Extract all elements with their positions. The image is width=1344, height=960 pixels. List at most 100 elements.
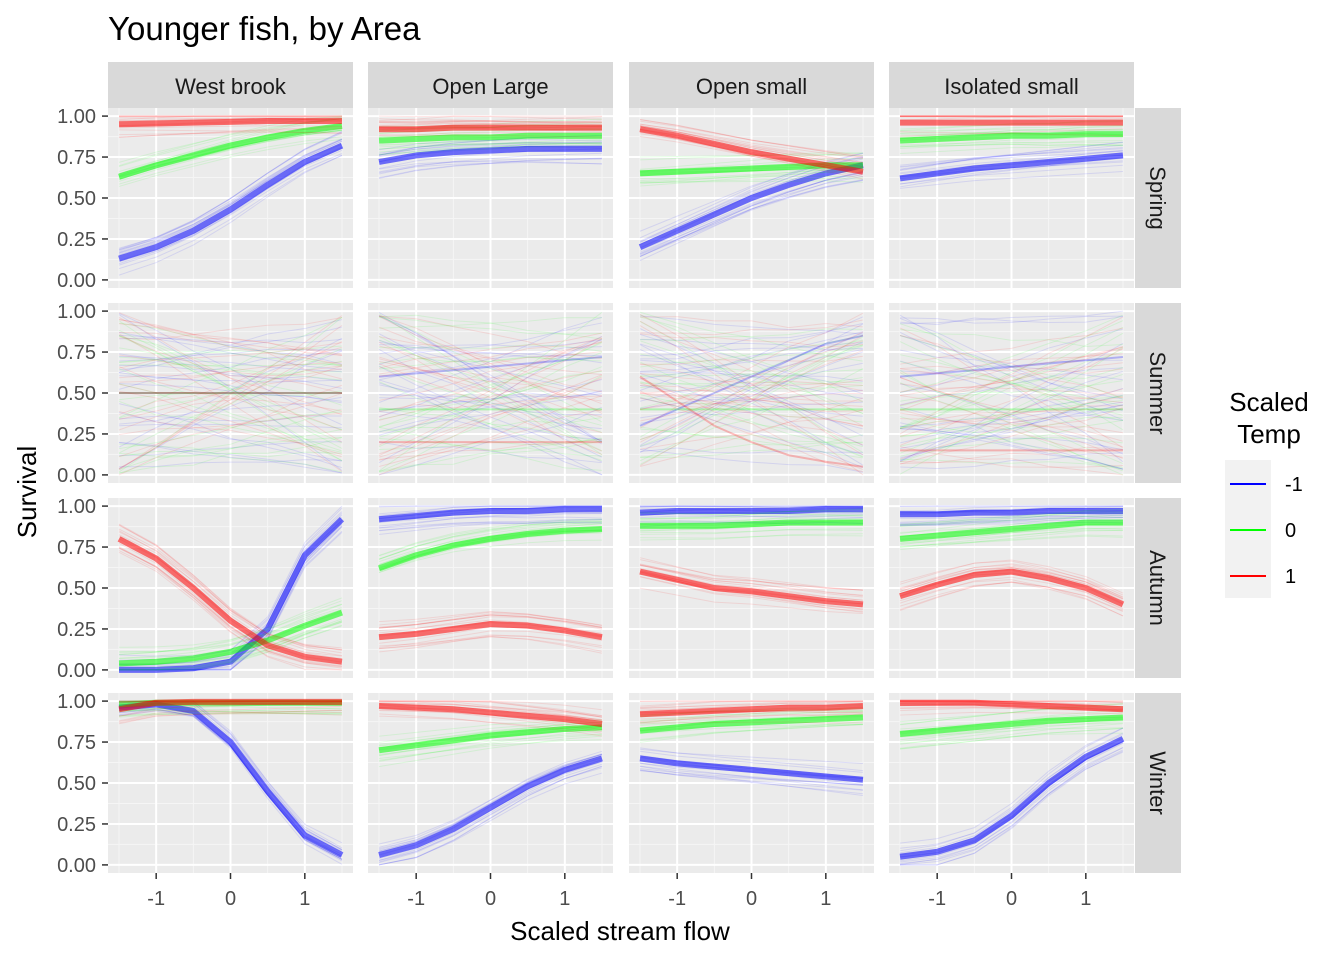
row-strip: Summer (1135, 303, 1181, 483)
posterior-line (639, 339, 864, 409)
facet-panel (629, 108, 874, 288)
posterior-line (378, 765, 603, 866)
posterior-line (900, 131, 1123, 137)
posterior-line (379, 115, 602, 120)
posterior-line (378, 722, 602, 746)
posterior-line (639, 373, 864, 455)
series-band (118, 700, 344, 865)
posterior-line (119, 364, 343, 382)
posterior-line (899, 359, 1123, 374)
posterior-line (378, 519, 602, 535)
posterior-line (119, 355, 343, 373)
posterior-line (378, 326, 603, 393)
posterior-line (640, 528, 863, 535)
posterior-line (118, 707, 342, 717)
posterior-line (118, 412, 343, 436)
posterior-line (900, 750, 1124, 866)
posterior-line (118, 132, 343, 250)
posterior-line (899, 376, 1124, 442)
posterior-line (118, 531, 343, 649)
posterior-line (639, 320, 864, 427)
posterior-line (118, 333, 343, 472)
posterior-line (899, 563, 1124, 596)
posterior-line (378, 635, 603, 653)
posterior-line (119, 348, 342, 362)
posterior-line (900, 348, 1124, 374)
posterior-line (899, 508, 1123, 535)
posterior-line (119, 603, 343, 648)
posterior-line (378, 339, 603, 427)
posterior-line (899, 581, 1124, 613)
posterior-line (378, 315, 603, 443)
series-band (118, 115, 342, 138)
posterior-line (899, 394, 1124, 462)
posterior-line (639, 168, 863, 185)
posterior-line (378, 395, 602, 413)
posterior-line (378, 417, 603, 432)
posterior-line (119, 363, 342, 374)
posterior-line (639, 389, 864, 409)
posterior-line (118, 154, 343, 270)
posterior-line (899, 560, 1124, 598)
posterior-line (118, 130, 343, 252)
posterior-line (118, 443, 343, 473)
posterior-line (899, 136, 1123, 148)
posterior-line (118, 334, 343, 444)
column-strip-label: Open small (696, 74, 807, 99)
series-line (378, 355, 603, 378)
y-tick-label: 0.25 (57, 814, 96, 836)
posterior-line (378, 438, 603, 460)
posterior-line (378, 735, 603, 768)
posterior-line (118, 403, 343, 469)
posterior-line (639, 171, 864, 254)
posterior-line (378, 720, 602, 743)
x-tick-label: 0 (746, 888, 757, 910)
posterior-line (899, 362, 1124, 397)
posterior-line (900, 513, 1123, 524)
posterior-line (899, 146, 1124, 168)
series-band (639, 311, 864, 465)
posterior-line (900, 446, 1124, 465)
posterior-line (378, 338, 603, 375)
posterior-line (378, 340, 603, 418)
x-tick-label: 0 (225, 888, 236, 910)
posterior-line (118, 314, 343, 471)
posterior-line (899, 534, 1123, 547)
posterior-line (639, 123, 864, 163)
posterior-line (640, 721, 863, 724)
posterior-line (899, 346, 1124, 475)
y-tick-label: 0.25 (57, 619, 96, 641)
y-tick-label: 1.00 (57, 106, 96, 128)
posterior-line (899, 369, 1124, 476)
posterior-line (640, 509, 863, 520)
posterior-line (640, 355, 864, 365)
row-strip: Autumn (1135, 498, 1181, 678)
strip-background (368, 62, 613, 108)
series-band (378, 134, 602, 179)
posterior-line (639, 345, 864, 440)
posterior-line (379, 700, 603, 717)
series-band (118, 316, 343, 474)
posterior-line (118, 551, 343, 671)
posterior-line (639, 331, 864, 443)
posterior-line (118, 138, 343, 187)
posterior-line (119, 624, 343, 671)
posterior-line (639, 340, 864, 415)
posterior-line (639, 157, 863, 172)
posterior-line (899, 510, 1123, 526)
posterior-line (639, 179, 864, 255)
posterior-line (639, 368, 864, 462)
posterior-line (378, 437, 603, 473)
posterior-line (118, 154, 343, 276)
posterior-line (639, 397, 864, 427)
posterior-line (639, 131, 864, 178)
posterior-line (639, 125, 864, 165)
x-tick-label: 0 (1006, 888, 1017, 910)
series-band (899, 141, 1124, 189)
series-line (378, 703, 603, 728)
posterior-line (639, 700, 863, 707)
posterior-line (118, 600, 343, 655)
posterior-line (899, 388, 1124, 437)
posterior-line (899, 406, 1124, 470)
posterior-line (899, 370, 1124, 461)
